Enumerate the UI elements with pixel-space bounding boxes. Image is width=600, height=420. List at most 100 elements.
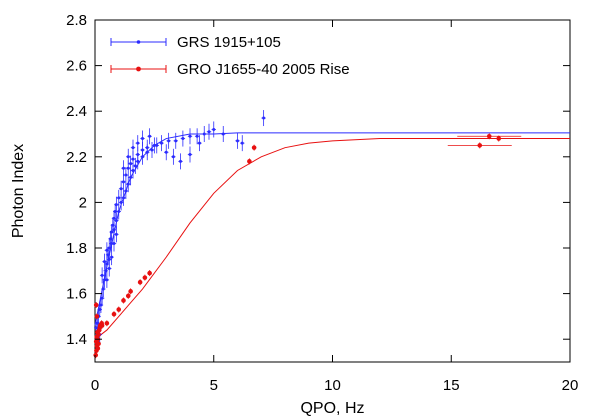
data-point bbox=[129, 162, 133, 166]
data-point bbox=[104, 269, 108, 273]
data-point bbox=[128, 289, 133, 294]
data-point bbox=[236, 139, 239, 143]
data-point bbox=[103, 278, 106, 282]
series-2 bbox=[93, 133, 531, 359]
legend-marker-2 bbox=[136, 66, 141, 72]
data-point bbox=[95, 321, 99, 325]
data-point bbox=[131, 146, 135, 150]
axes: 0 5 10 15 20 1.4 1.6 1.8 2 2.2 2.4 2.6 2.8 QPO, Hz Pho… bbox=[10, 12, 578, 417]
x-tick-label: 5 bbox=[210, 377, 218, 394]
data-point bbox=[119, 200, 123, 204]
data-point bbox=[262, 116, 266, 120]
data-point bbox=[179, 159, 182, 163]
data-point bbox=[94, 314, 100, 319]
data-point bbox=[207, 130, 211, 134]
data-point bbox=[133, 164, 137, 168]
data-point bbox=[117, 210, 121, 214]
data-point bbox=[160, 141, 163, 145]
data-point bbox=[202, 132, 206, 136]
data-point bbox=[188, 134, 192, 138]
data-point bbox=[100, 273, 104, 277]
data-point bbox=[136, 141, 140, 145]
data-point bbox=[110, 241, 114, 245]
y-tick-label: 1.6 bbox=[66, 286, 87, 303]
data-point bbox=[93, 352, 99, 358]
data-point bbox=[96, 341, 101, 347]
data-point bbox=[107, 267, 111, 271]
data-point bbox=[486, 133, 492, 139]
data-point bbox=[174, 139, 178, 143]
legend-label-1: GRS 1915+105 bbox=[177, 34, 281, 51]
data-point bbox=[147, 270, 152, 276]
data-point bbox=[111, 223, 115, 227]
data-point bbox=[105, 262, 109, 266]
data-point bbox=[126, 182, 130, 186]
data-point bbox=[148, 134, 152, 138]
data-point bbox=[95, 330, 100, 335]
data-point bbox=[126, 155, 130, 159]
data-point bbox=[107, 246, 111, 250]
data-point bbox=[103, 260, 106, 264]
data-point bbox=[141, 137, 144, 141]
y-axis-title: Photon Index bbox=[10, 144, 27, 238]
plot-area bbox=[94, 19, 571, 363]
data-point bbox=[117, 196, 121, 200]
data-point bbox=[477, 143, 483, 148]
data-point bbox=[247, 159, 252, 164]
data-point bbox=[141, 155, 144, 159]
data-point bbox=[112, 228, 116, 232]
data-point bbox=[112, 216, 116, 220]
x-tick-label: 20 bbox=[562, 377, 579, 394]
data-point bbox=[152, 143, 156, 147]
data-point bbox=[496, 136, 502, 141]
x-tick-label: 15 bbox=[443, 377, 460, 394]
data-point bbox=[93, 302, 99, 308]
data-point bbox=[100, 296, 104, 300]
data-point bbox=[110, 230, 114, 234]
data-point bbox=[121, 298, 126, 303]
data-point bbox=[150, 148, 154, 152]
data-point bbox=[171, 155, 175, 159]
data-point bbox=[119, 187, 123, 191]
data-point bbox=[251, 145, 257, 150]
y-tick-label: 2.4 bbox=[66, 103, 87, 120]
data-point bbox=[167, 139, 171, 143]
x-axis-title: QPO, Hz bbox=[300, 400, 364, 417]
data-point bbox=[99, 303, 103, 307]
data-point bbox=[101, 287, 105, 291]
data-point bbox=[104, 320, 110, 326]
data-point bbox=[195, 134, 199, 138]
data-point bbox=[114, 232, 118, 236]
data-point bbox=[136, 159, 140, 163]
data-point bbox=[142, 275, 148, 280]
data-point bbox=[188, 153, 192, 157]
data-point bbox=[114, 219, 118, 223]
data-point bbox=[108, 237, 112, 241]
data-point bbox=[155, 143, 159, 147]
data-point bbox=[221, 132, 225, 136]
data-point bbox=[105, 278, 109, 282]
data-points bbox=[93, 110, 531, 359]
y-tick-label: 2.2 bbox=[66, 149, 87, 166]
data-point bbox=[99, 323, 105, 328]
plot-frame bbox=[94, 19, 571, 363]
data-point bbox=[114, 203, 118, 207]
data-point bbox=[212, 127, 216, 131]
data-point bbox=[129, 175, 133, 179]
data-point bbox=[125, 293, 131, 299]
data-point bbox=[105, 248, 109, 252]
y-tick-label: 2 bbox=[79, 194, 87, 211]
data-point bbox=[107, 257, 111, 261]
data-point bbox=[98, 308, 102, 312]
y-tick-label: 1.4 bbox=[66, 331, 87, 348]
x-tick-label: 0 bbox=[91, 377, 99, 394]
data-point bbox=[94, 334, 99, 340]
data-point bbox=[112, 241, 116, 245]
data-point bbox=[111, 311, 117, 317]
data-point bbox=[145, 150, 149, 154]
y-tick-label: 2.8 bbox=[66, 12, 87, 29]
data-point bbox=[124, 173, 128, 177]
data-point bbox=[106, 253, 110, 257]
data-point bbox=[131, 157, 135, 161]
